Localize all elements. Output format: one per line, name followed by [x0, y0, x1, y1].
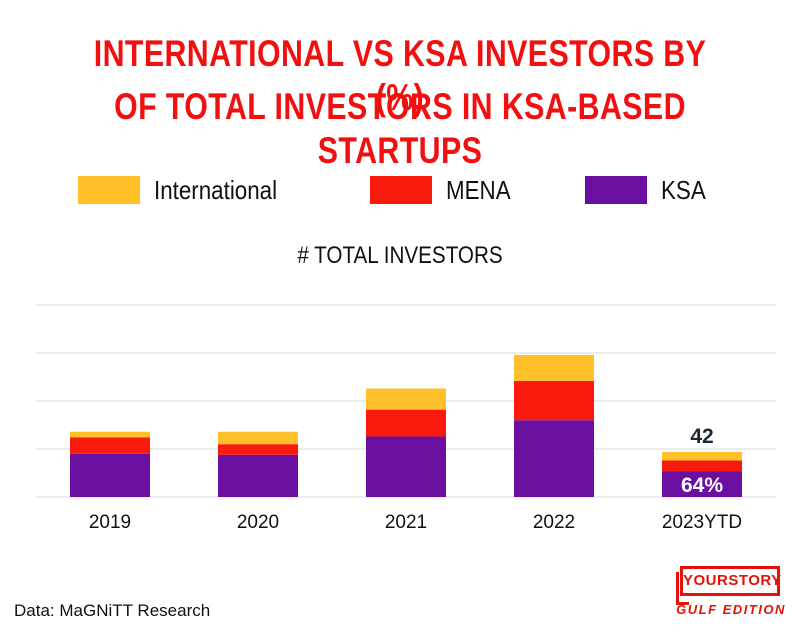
- legend-item-ksa: KSA: [585, 174, 713, 206]
- bar-ksa-2019: [70, 453, 150, 497]
- logo-edition: GULF EDITION: [676, 602, 786, 617]
- chart-title-line-1: INTERNATIONAL VS KSA INVESTORS BY (%): [93, 33, 707, 118]
- yourstory-logo: YOURSTORY GULF EDITION: [676, 566, 786, 624]
- legend-item-mena: MENA: [370, 174, 521, 206]
- data-label: 42: [690, 425, 713, 448]
- data-label: 64%: [681, 474, 723, 497]
- bar-international-2021: [366, 388, 446, 410]
- bar-ksa-2020: [218, 454, 298, 497]
- legend-swatch-mena: [370, 176, 432, 204]
- bar-international-2020: [218, 431, 298, 445]
- x-tick-label: 2022: [533, 512, 575, 533]
- logo-frame: [676, 572, 689, 605]
- data-source: Data: MaGNiTT Research: [14, 601, 211, 620]
- bar-ksa-2022: [514, 420, 594, 497]
- chart-subtitle: # TOTAL INVESTORS: [297, 242, 503, 269]
- legend-label-mena: MENA: [446, 174, 511, 205]
- bar-international-2023ytd: [662, 451, 742, 461]
- legend-item-international: International: [78, 174, 297, 206]
- bar-ksa-2021: [366, 436, 446, 497]
- logo-wordmark: YOURSTORY: [680, 566, 781, 596]
- x-tick-label: 2020: [237, 512, 279, 533]
- x-tick-label: 2019: [89, 512, 131, 533]
- x-tick-label: 2023YTD: [662, 512, 742, 533]
- bar-international-2022: [514, 354, 594, 381]
- bar-ksa-2023ytd: [662, 471, 742, 497]
- bar-mena-2022: [514, 380, 594, 421]
- x-tick-label: 2021: [385, 512, 427, 533]
- legend-swatch-ksa: [585, 176, 647, 204]
- bar-mena-2019: [70, 437, 150, 454]
- legend-swatch-international: [78, 176, 140, 204]
- bar-mena-2023ytd: [662, 460, 742, 472]
- legend-label-international: International: [154, 174, 278, 205]
- chart-title-line-2: OF TOTAL INVESTORS IN KSA-BASED STARTUPS: [114, 86, 686, 171]
- bar-international-2019: [70, 431, 150, 438]
- stacked-bar-chart: 2019 2020 2021 2022 2023YTD 42 64%: [36, 304, 776, 533]
- legend-label-ksa: KSA: [661, 174, 706, 205]
- bar-mena-2020: [218, 444, 298, 455]
- bar-mena-2021: [366, 409, 446, 437]
